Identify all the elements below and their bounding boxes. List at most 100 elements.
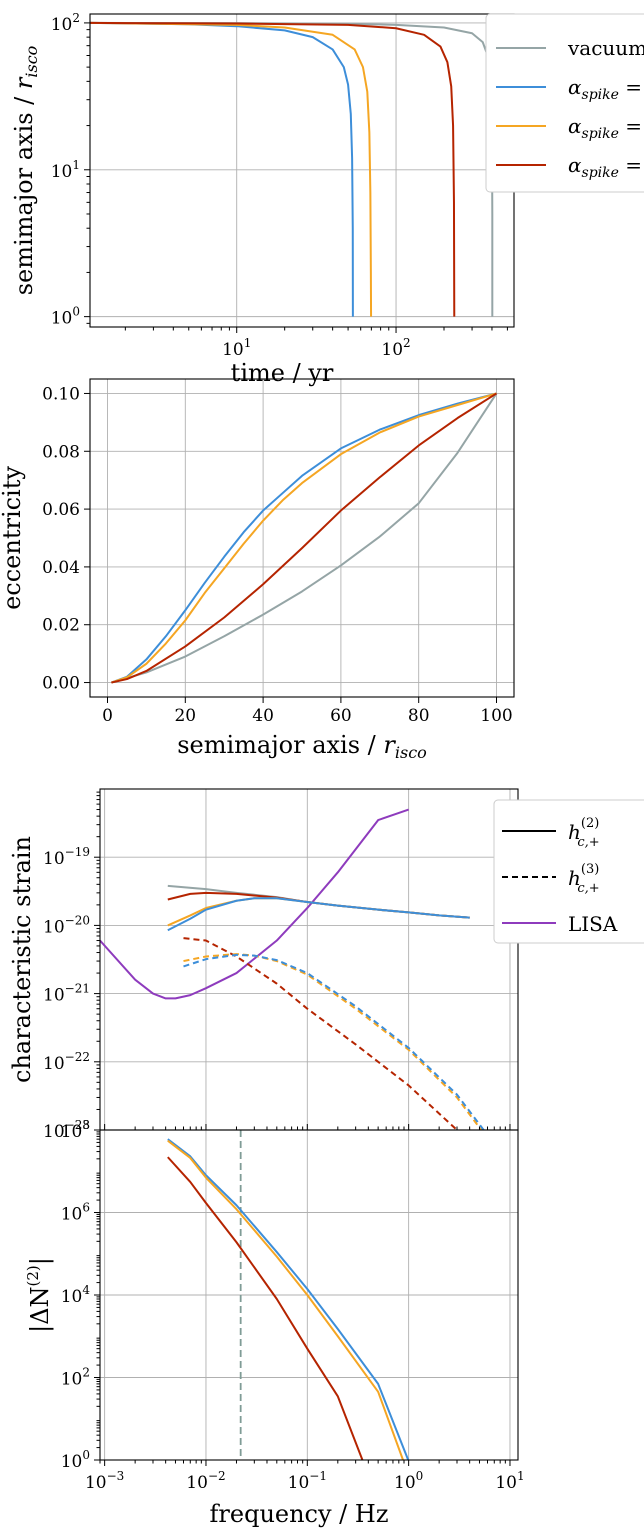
- p4-xtick-label-4-exp: 1: [517, 1469, 525, 1483]
- p1-ytick-label-0: 100: [51, 305, 80, 329]
- p1-ytick-label-2: 102: [51, 11, 80, 35]
- p1-ytick-label-0-base: 10: [51, 309, 73, 329]
- p1-y-axis-label-main: semimajor axis /: [10, 89, 38, 295]
- p4-ytick-label-0-exp: 0: [82, 1448, 90, 1462]
- p4-ytick-label-2: 104: [61, 1283, 91, 1307]
- p3-series-alpha_orange-dashed-6: [183, 953, 483, 1130]
- p2-ytick-label-0: 0.00: [42, 674, 80, 694]
- p4-ytick-label-4-exp: 8: [82, 1118, 90, 1132]
- p2-series-vacuum-0: [111, 392, 498, 684]
- p4-ytick-label-4-base: 10: [61, 1122, 83, 1142]
- p1-ytick-label-2-base: 10: [51, 15, 73, 35]
- p3-ytick-label-0-base: 10: [43, 849, 65, 869]
- p4-xtick-label-3-exp: 0: [416, 1469, 424, 1483]
- p4-ytick-label-2-exp: 4: [82, 1283, 90, 1297]
- p4-xtick-label-2-exp: −1: [309, 1469, 327, 1483]
- p1-y-axis-label: semimajor axis / risco: [10, 46, 41, 296]
- p3-ytick-label-4-base: 10: [43, 1122, 65, 1142]
- p4-xtick-label-0-exp: −3: [107, 1469, 125, 1483]
- p2-x-axis-label: semimajor axis / risco: [177, 731, 427, 762]
- p4-y-axis-label: |ΔN(2)|: [24, 1257, 55, 1333]
- p1-xtick-label-0: 101: [222, 336, 251, 360]
- p1-series-alpha_blue-1: [90, 21, 354, 317]
- p3-ytick-label-1-base: 10: [43, 917, 65, 937]
- p1-y-axis-label-r: r: [10, 76, 38, 89]
- p3-legend-label-0: h(2) c,+: [568, 816, 600, 850]
- p3-ytick-label-2-base: 10: [43, 986, 65, 1006]
- p2-ytick-label-4: 0.08: [42, 442, 80, 462]
- eccentricity-vs-semimajor-axis-chart: 0 20 40 60 80 100 0.00 0.02 0.04 0.06 0.08 0.10 semi…: [0, 378, 515, 762]
- p1-legend-label-1: αspike =: [568, 75, 642, 103]
- p3-series-alpha_orange-3: [167, 897, 470, 927]
- p1-ytick-label-0-exp: 0: [72, 305, 80, 319]
- p4-ytick-label-1-exp: 2: [82, 1366, 90, 1380]
- p4-series-alpha_orange-1: [167, 1139, 404, 1460]
- p4-ytick-label-3: 106: [61, 1201, 90, 1225]
- p4-ytick-label-4: 108: [61, 1118, 90, 1142]
- delta-n-chart: 10−3 10−2 10−1 100 101100102104106108frequen…: [24, 1118, 525, 1528]
- p1-legend-label-2: αspike =: [568, 114, 642, 142]
- p4-series-alpha_blue-0: [167, 1138, 410, 1460]
- p4-xtick-label-4-base: 10: [495, 1473, 517, 1493]
- p4-ytick-label-0-base: 10: [61, 1452, 83, 1472]
- p1-ytick-label-1: 101: [51, 158, 80, 182]
- p3-series-vacuum-1: [167, 884, 470, 919]
- p2-xtick-label-1: 20: [174, 706, 196, 726]
- p3-ytick-label-3-base: 10: [43, 1054, 65, 1074]
- p4-ytick-label-2-base: 10: [61, 1287, 83, 1307]
- p4-xtick-label-1-exp: −2: [208, 1469, 226, 1483]
- p4-xtick-label-0-base: 10: [85, 1473, 107, 1493]
- p2-series-group: [111, 392, 498, 684]
- p4-xtick-label-3-base: 10: [394, 1473, 416, 1493]
- p1-legend-label-0: vacuum: [567, 36, 644, 60]
- p4-series-alpha_red-2: [167, 1156, 364, 1460]
- p3-ytick-label-4-exp: −23: [65, 1118, 90, 1132]
- p3-series-alpha_blue-4: [167, 897, 470, 932]
- p3-legend-label-2: LISA: [568, 912, 618, 936]
- p3-ytick-label-1: 10−20: [43, 913, 90, 937]
- p2-xtick-label-2: 40: [252, 706, 274, 726]
- p1-xtick-label-1: 102: [381, 336, 410, 360]
- p1-legend: vacuum αspike = αspike = αspike =: [485, 13, 644, 193]
- p4-ytick-label-3-base: 10: [61, 1205, 83, 1225]
- p2-axes-frame: [89, 378, 515, 698]
- p1-legend-label-3: αspike =: [568, 153, 642, 181]
- p4-xtick-label-2: 10−1: [288, 1469, 327, 1493]
- p4-ytick-label-1: 102: [61, 1366, 90, 1390]
- characteristic-strain-chart: 10−1910−2010−2110−2210−23characteristic …: [8, 788, 644, 1142]
- p3-ytick-label-2-exp: −21: [65, 982, 90, 996]
- p4-ytick-label-0: 100: [61, 1448, 90, 1472]
- p3-series-group: [100, 808, 485, 1130]
- p3-ytick-label-3-exp: −22: [65, 1050, 90, 1064]
- p2-xtick-label-0: 0: [102, 706, 113, 726]
- p1-xtick-label-0-exp: 1: [244, 336, 252, 350]
- p2-series-alpha_blue-1: [111, 392, 497, 684]
- p3-legend-box: [493, 799, 644, 944]
- p4-series-group: [167, 1138, 410, 1460]
- p2-ytick-label-1: 0.02: [42, 616, 80, 636]
- p2-y-axis-label: eccentricity: [0, 466, 26, 610]
- p3-series-alpha_red-dashed-5: [183, 937, 458, 1130]
- p1-xtick-label-1-base: 10: [381, 340, 403, 360]
- p4-xtick-label-4: 101: [495, 1469, 524, 1493]
- p3-ytick-label-0: 10−19: [43, 845, 90, 869]
- p1-ytick-label-1-base: 10: [51, 162, 73, 182]
- p1-x-axis-label: time / yr: [231, 359, 334, 387]
- p1-y-axis-label-sub: isco: [22, 46, 41, 78]
- p2-ytick-label-3: 0.06: [42, 500, 80, 520]
- p2-xtick-label-3: 60: [330, 706, 352, 726]
- p1-xtick-label-1-exp: 2: [403, 336, 411, 350]
- p3-ytick-label-2: 10−21: [43, 982, 90, 1006]
- p4-ytick-label-3-exp: 6: [82, 1201, 90, 1215]
- p2-ytick-label-5: 0.10: [42, 384, 80, 404]
- p4-xtick-label-1-base: 10: [186, 1473, 208, 1493]
- p2-xtick-label-4: 80: [408, 706, 430, 726]
- p4-x-axis-label: frequency / Hz: [210, 1500, 389, 1528]
- p4-ytick-label-1-base: 10: [61, 1370, 83, 1390]
- p4-xtick-label-3: 100: [394, 1469, 423, 1493]
- p1-xtick-label-0-base: 10: [222, 340, 244, 360]
- p2-xtick-label-5: 100: [480, 706, 512, 726]
- p1-ytick-label-1-exp: 1: [72, 158, 80, 172]
